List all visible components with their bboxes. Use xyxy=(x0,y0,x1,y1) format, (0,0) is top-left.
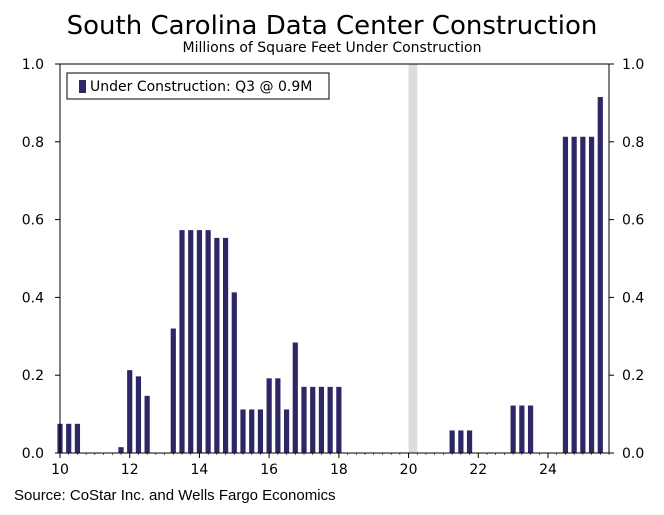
y-tick-label-right: 0.2 xyxy=(622,368,644,384)
bar xyxy=(144,395,150,453)
bar xyxy=(257,409,264,453)
plot-frame xyxy=(59,63,610,454)
source-note: Source: CoStar Inc. and Wells Fargo Econ… xyxy=(14,487,336,504)
recession-shade xyxy=(408,64,418,453)
x-axis: 10 12 14 16 18 20 22 24 xyxy=(51,453,610,478)
bar xyxy=(74,423,81,453)
bar xyxy=(510,405,516,453)
y-tick-label-left: 0.0 xyxy=(22,446,44,462)
bar xyxy=(170,328,176,453)
legend-swatch xyxy=(79,80,86,93)
bar xyxy=(266,378,272,453)
bar xyxy=(527,405,534,453)
bar xyxy=(519,405,525,453)
bar xyxy=(336,386,342,453)
y-tick-label-right: 0.8 xyxy=(622,135,644,151)
bar xyxy=(292,342,298,453)
bar xyxy=(588,136,595,454)
bar xyxy=(188,230,194,453)
bar xyxy=(179,230,185,453)
x-tick-label: 10 xyxy=(51,462,69,478)
bar xyxy=(222,237,229,453)
x-tick-label: 16 xyxy=(260,462,278,478)
x-tick-label: 22 xyxy=(469,462,487,478)
bar xyxy=(127,370,133,453)
bar xyxy=(135,376,142,453)
y-tick-label-left: 0.6 xyxy=(22,213,44,229)
y-tick-label-left: 0.4 xyxy=(22,290,44,306)
legend-box xyxy=(66,72,330,100)
legend: Under Construction: Q3 @ 0.9M xyxy=(66,72,330,100)
bar xyxy=(214,237,220,453)
bar xyxy=(240,409,246,453)
y-tick-label-right: 1.0 xyxy=(622,57,644,73)
bar xyxy=(231,292,237,453)
y-tick-label-left: 0.2 xyxy=(22,368,44,384)
y-axis-left: 0.0 0.2 0.4 0.6 0.8 1.0 xyxy=(22,57,60,462)
bar xyxy=(449,430,455,453)
x-tick-label: 20 xyxy=(400,462,418,478)
recession-shading-layer xyxy=(408,64,418,453)
y-tick-label-left: 1.0 xyxy=(22,57,44,73)
bar xyxy=(458,430,464,453)
chart-subtitle: Millions of Square Feet Under Constructi… xyxy=(183,40,482,56)
bar xyxy=(249,409,255,453)
bar-series xyxy=(57,97,603,454)
bar xyxy=(205,230,211,453)
legend-label: Under Construction: Q3 @ 0.9M xyxy=(90,79,312,95)
bar xyxy=(327,386,333,453)
y-tick-label-right: 0.4 xyxy=(622,290,644,306)
bar xyxy=(466,430,473,453)
bar xyxy=(118,447,124,453)
bar xyxy=(275,378,281,453)
x-tick-label: 12 xyxy=(121,462,139,478)
x-tick-label: 24 xyxy=(539,462,557,478)
x-tick-label: 18 xyxy=(330,462,348,478)
y-axis-right: 0.0 0.2 0.4 0.6 0.8 1.0 xyxy=(609,57,644,462)
bar xyxy=(301,386,307,453)
bar xyxy=(562,136,569,454)
bar xyxy=(196,230,203,453)
y-tick-label-left: 0.8 xyxy=(22,135,44,151)
bar xyxy=(580,136,586,454)
y-tick-label-right: 0.6 xyxy=(622,213,644,229)
x-tick-label: 14 xyxy=(191,462,209,478)
bar xyxy=(597,97,603,453)
y-tick-label-right: 0.0 xyxy=(622,446,644,462)
bar xyxy=(310,386,316,453)
bar xyxy=(283,409,290,453)
bar xyxy=(318,386,325,453)
bar xyxy=(66,423,72,453)
chart-title: South Carolina Data Center Construction xyxy=(67,11,598,41)
bar xyxy=(571,136,577,454)
